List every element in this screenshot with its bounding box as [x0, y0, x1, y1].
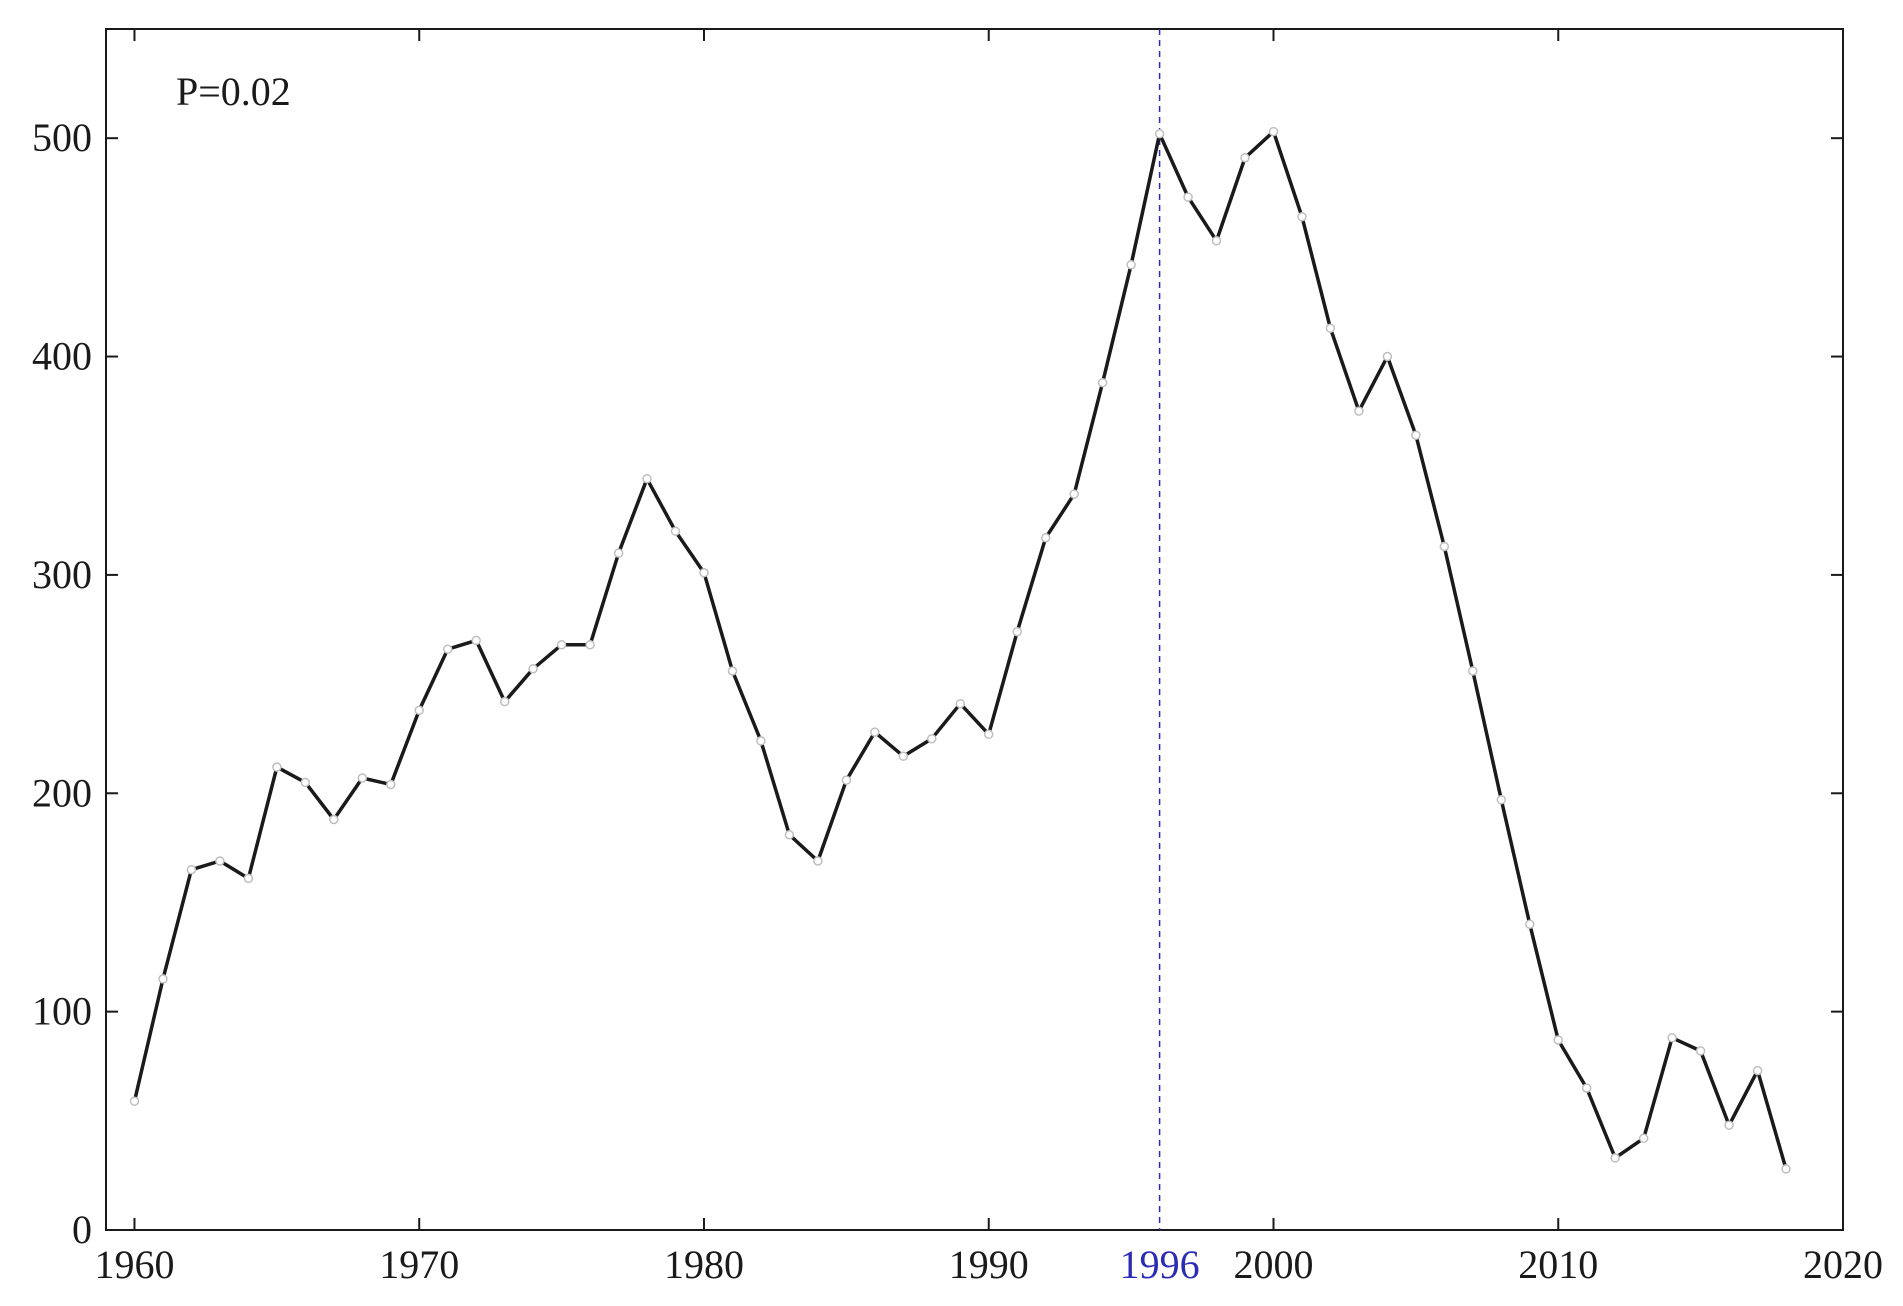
- data-point-2006: [1439, 541, 1450, 552]
- data-point-1962: [186, 864, 197, 875]
- y-tick-label-300: 300: [32, 552, 92, 597]
- y-tick-label-400: 400: [32, 334, 92, 379]
- data-point-1999: [1240, 153, 1250, 163]
- x-tick-label-2000: 2000: [1233, 1242, 1313, 1287]
- data-point-1965: [272, 762, 282, 772]
- data-point-1985: [841, 775, 852, 785]
- data-point-1986: [870, 727, 880, 737]
- x-tick-label-1970: 1970: [379, 1242, 459, 1287]
- data-point-1960: [129, 1096, 140, 1106]
- data-point-1980: [699, 567, 709, 578]
- x-tick-label-1990: 1990: [949, 1242, 1029, 1287]
- data-point-1968: [357, 773, 368, 783]
- data-point-2012: [1610, 1153, 1620, 1163]
- data-point-2014: [1667, 1033, 1677, 1043]
- data-point-1996: [1154, 129, 1165, 139]
- marker-1996-label: 1996: [1120, 1242, 1200, 1287]
- plot-frame: [105, 28, 1844, 1231]
- data-point-1964: [243, 873, 254, 884]
- data-point-2018: [1781, 1164, 1791, 1174]
- data-point-2013: [1638, 1133, 1649, 1144]
- data-point-1967: [329, 814, 339, 825]
- data-point-2007: [1468, 666, 1478, 676]
- series-line: [132, 129, 1788, 1170]
- data-point-1981: [727, 666, 738, 676]
- data-point-1995: [1126, 260, 1136, 270]
- data-point-1971: [442, 644, 453, 654]
- data-point-1984: [813, 856, 823, 866]
- data-point-1979: [670, 526, 681, 536]
- axis-tick-labels: 1960 1970 1980 1990 2000 2010 2020 0 100 200 300 40…: [32, 115, 1883, 1287]
- data-point-2001: [1297, 212, 1307, 222]
- data-point-1978: [642, 474, 652, 484]
- data-point-1972: [471, 635, 481, 646]
- data-point-1990: [983, 729, 994, 740]
- data-point-1988: [927, 733, 937, 744]
- x-tick-label-1960: 1960: [94, 1242, 174, 1287]
- data-point-2011: [1581, 1083, 1592, 1093]
- y-tick-label-200: 200: [32, 770, 92, 815]
- data-point-2002: [1325, 323, 1336, 333]
- y-tick-label-100: 100: [32, 989, 92, 1034]
- x-tick-label-1980: 1980: [664, 1242, 744, 1287]
- data-point-1991: [1012, 626, 1022, 637]
- data-point-2008: [1496, 795, 1507, 805]
- data-point-2000: [1268, 126, 1279, 137]
- data-point-1983: [784, 830, 795, 840]
- data-point-1961: [158, 974, 168, 984]
- p-value-annotation: P=0.02: [176, 69, 291, 114]
- y-tick-label-500: 500: [32, 115, 92, 160]
- data-point-1966: [300, 777, 311, 788]
- data-point-1997: [1183, 192, 1193, 202]
- data-point-2016: [1724, 1120, 1734, 1130]
- data-point-2004: [1382, 351, 1393, 362]
- data-point-1977: [613, 548, 624, 558]
- data-point-1975: [556, 640, 567, 650]
- x-tick-label-2010: 2010: [1518, 1242, 1598, 1287]
- data-point-1976: [585, 640, 595, 650]
- data-point-1987: [898, 751, 909, 761]
- data-point-1973: [499, 696, 510, 707]
- data-point-1982: [756, 736, 766, 746]
- data-point-2003: [1354, 406, 1364, 416]
- data-point-1992: [1040, 533, 1051, 543]
- data-point-1969: [386, 779, 396, 790]
- data-point-1963: [215, 856, 225, 866]
- data-point-1993: [1069, 489, 1079, 499]
- series-points: [129, 126, 1791, 1174]
- data-point-1994: [1097, 377, 1108, 388]
- data-point-1974: [528, 664, 538, 674]
- data-point-2009: [1525, 919, 1535, 930]
- axis-ticks: [106, 29, 1844, 1231]
- data-point-1998: [1211, 236, 1222, 246]
- x-tick-label-2020: 2020: [1803, 1242, 1883, 1287]
- data-point-2015: [1695, 1046, 1706, 1056]
- data-point-2010: [1553, 1035, 1563, 1045]
- data-point-2017: [1752, 1065, 1763, 1076]
- data-point-2005: [1411, 430, 1421, 440]
- data-point-1989: [955, 698, 966, 709]
- y-tick-label-0: 0: [72, 1207, 92, 1252]
- data-point-1970: [414, 705, 424, 716]
